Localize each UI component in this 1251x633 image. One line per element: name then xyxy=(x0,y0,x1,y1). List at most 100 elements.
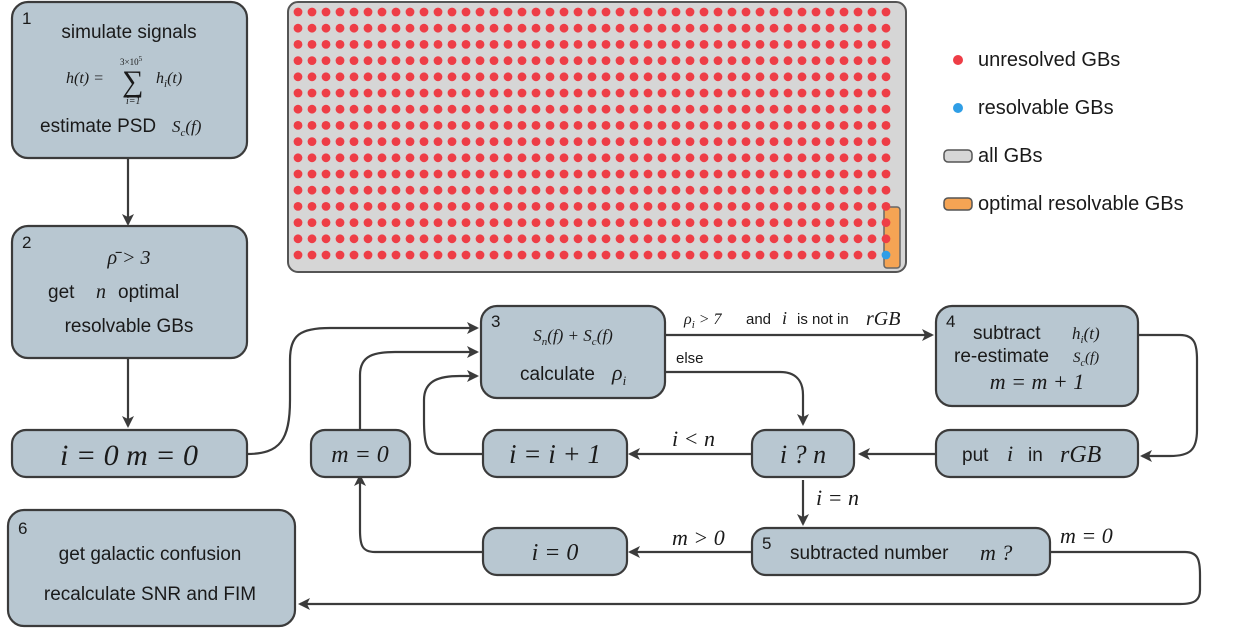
unresolved-gb-dot xyxy=(685,56,695,65)
unresolved-gb-dot xyxy=(517,202,527,211)
box-5-subtracted: 5 subtracted number m ? xyxy=(750,526,1052,577)
unresolved-gb-dot xyxy=(769,7,779,17)
unresolved-gb-dot xyxy=(503,137,513,147)
unresolved-gb-dot xyxy=(307,40,317,49)
unresolved-gb-dot xyxy=(349,153,359,163)
unresolved-gb-dot xyxy=(615,169,625,179)
unresolved-gb-dot xyxy=(573,169,583,179)
unresolved-gb-dot xyxy=(349,88,359,98)
box-init-text: i = 0 m = 0 xyxy=(60,439,198,472)
unresolved-gb-dot xyxy=(811,153,821,163)
unresolved-gb-dot xyxy=(685,169,695,179)
edge-3-4-mid: is not in xyxy=(797,311,849,328)
unresolved-gb-dot xyxy=(713,7,723,17)
unresolved-gb-dot xyxy=(405,72,415,82)
unresolved-gb-dot xyxy=(825,104,835,114)
unresolved-gb-dot xyxy=(769,23,779,33)
unresolved-gb-dot xyxy=(741,169,751,179)
unresolved-gb-dot xyxy=(657,153,667,163)
unresolved-gb-dot xyxy=(307,23,317,33)
unresolved-gb-dot xyxy=(573,250,583,260)
unresolved-gb-dot xyxy=(349,185,359,195)
unresolved-gb-dot xyxy=(587,23,597,33)
unresolved-gb-dot xyxy=(685,7,695,17)
box-1-sum-symbol: ∑ xyxy=(122,65,143,98)
legend-resolvable-swatch xyxy=(953,103,963,113)
unresolved-gb-dot xyxy=(615,250,625,260)
unresolved-gb-dot xyxy=(881,137,891,147)
unresolved-gb-dot xyxy=(755,202,765,211)
box-3-calculate: 3 Sn(f) + Sc(f) calculate ρi xyxy=(479,304,667,400)
unresolved-gb-dot xyxy=(377,169,387,179)
unresolved-gb-dot xyxy=(377,202,387,211)
unresolved-gb-dot xyxy=(769,72,779,82)
unresolved-gb-dot xyxy=(489,185,499,195)
unresolved-gb-dot xyxy=(335,137,345,147)
unresolved-gb-dot xyxy=(391,23,401,33)
unresolved-gb-dot xyxy=(335,185,345,195)
unresolved-gb-dot xyxy=(475,88,485,98)
unresolved-gb-dot xyxy=(643,185,653,195)
unresolved-gb-dot xyxy=(489,121,499,130)
unresolved-gb-dot xyxy=(601,56,611,65)
unresolved-gb-dot xyxy=(867,137,877,147)
unresolved-gb-dot xyxy=(321,72,331,82)
unresolved-gb-dot xyxy=(377,88,387,98)
unresolved-gb-dot xyxy=(503,250,513,260)
unresolved-gb-dot xyxy=(643,56,653,65)
unresolved-gb-dot xyxy=(783,23,793,33)
unresolved-gb-dot xyxy=(489,7,499,17)
box-2-line3: resolvable GBs xyxy=(65,316,194,337)
edge-3-4-i: i xyxy=(782,308,787,328)
unresolved-gb-dot xyxy=(685,40,695,49)
unresolved-gb-dot xyxy=(797,7,807,17)
unresolved-gb-dot xyxy=(839,88,849,98)
unresolved-gb-dot xyxy=(867,104,877,114)
unresolved-gb-dot xyxy=(433,234,443,244)
unresolved-gb-dot xyxy=(531,40,541,49)
unresolved-gb-dot xyxy=(447,88,457,98)
unresolved-gb-dot xyxy=(601,202,611,211)
unresolved-gb-dot xyxy=(363,218,373,228)
unresolved-gb-dot xyxy=(713,88,723,98)
unresolved-gb-dot xyxy=(531,72,541,82)
unresolved-gb-dot xyxy=(699,169,709,179)
unresolved-gb-dot xyxy=(587,56,597,65)
box-i-reset-text: i = 0 xyxy=(532,540,579,566)
unresolved-gb-dot xyxy=(419,88,429,98)
box-compare-text: i ? n xyxy=(780,440,826,469)
box-3-eq: Sn(f) + Sc(f) xyxy=(533,326,613,348)
unresolved-gb-dot xyxy=(503,153,513,163)
unresolved-gb-dot xyxy=(573,104,583,114)
unresolved-gb-dot xyxy=(825,153,835,163)
unresolved-gb-dot xyxy=(503,234,513,244)
unresolved-gb-dot xyxy=(475,104,485,114)
unresolved-gb-dot xyxy=(545,250,555,260)
unresolved-gb-dot xyxy=(615,137,625,147)
unresolved-gb-dot xyxy=(867,40,877,49)
unresolved-gb-dot xyxy=(783,121,793,130)
unresolved-gb-dot xyxy=(307,88,317,98)
unresolved-gb-dot xyxy=(419,218,429,228)
unresolved-gb-dot xyxy=(601,121,611,130)
unresolved-gb-dot xyxy=(405,23,415,33)
box-4-line3: m = m + 1 xyxy=(990,369,1084,394)
box-m-reset-text: m = 0 xyxy=(331,442,389,468)
unresolved-gb-dot xyxy=(461,218,471,228)
unresolved-gb-dot xyxy=(629,250,639,260)
unresolved-gb-dot xyxy=(839,7,849,17)
unresolved-gb-dot xyxy=(559,185,569,195)
unresolved-gb-dot xyxy=(769,121,779,130)
unresolved-gb-dot xyxy=(307,56,317,65)
unresolved-gb-dot xyxy=(419,202,429,211)
unresolved-gb-dot xyxy=(321,40,331,49)
unresolved-gb-dot xyxy=(293,250,303,260)
unresolved-gb-dot xyxy=(405,104,415,114)
unresolved-gb-dot xyxy=(839,104,849,114)
edge-gt: m > 0 xyxy=(672,525,725,550)
unresolved-gb-dot xyxy=(601,234,611,244)
unresolved-gb-dot xyxy=(699,104,709,114)
unresolved-gb-dot xyxy=(713,121,723,130)
unresolved-gb-dot xyxy=(405,153,415,163)
